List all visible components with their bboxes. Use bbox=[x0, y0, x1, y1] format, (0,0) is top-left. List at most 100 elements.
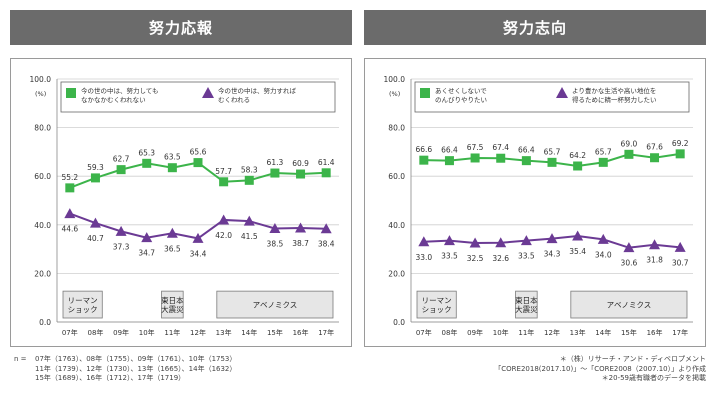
x-tick-label: 14年 bbox=[241, 328, 257, 337]
period-box bbox=[161, 290, 184, 319]
data-point-triangle bbox=[269, 222, 281, 233]
data-point-triangle bbox=[243, 215, 255, 226]
x-tick-label: 07年 bbox=[416, 328, 432, 337]
period-label: 大震災 bbox=[161, 304, 184, 314]
x-tick-label: 15年 bbox=[267, 328, 283, 337]
y-tick-label: 0.0 bbox=[393, 318, 405, 327]
x-tick-label: 12年 bbox=[544, 328, 560, 337]
line-chart: 100.0 80.0 60.0 40.0 20.0 0.0 (%) 07年 08年 09年 10年 1… bbox=[384, 75, 693, 337]
data-label: 34.3 bbox=[544, 250, 561, 259]
data-point-square bbox=[193, 158, 203, 168]
period-box bbox=[515, 290, 538, 319]
y-tick-label: 100.0 bbox=[384, 75, 406, 84]
data-label: 38.4 bbox=[318, 240, 335, 249]
data-label: 35.4 bbox=[569, 247, 586, 256]
data-label: 34.0 bbox=[595, 250, 612, 259]
data-label: 65.3 bbox=[138, 148, 155, 157]
data-point-triangle bbox=[166, 227, 178, 238]
data-label: 67.6 bbox=[646, 143, 663, 152]
data-label: 30.6 bbox=[621, 259, 638, 268]
legend-entry: より豊かな生活や高い地位を bbox=[572, 86, 656, 95]
data-label: 30.7 bbox=[672, 258, 689, 267]
legend-entry: なかなかむくわれない bbox=[81, 96, 146, 104]
data-label: 65.7 bbox=[544, 147, 561, 156]
legend-entry: 今の世の中は、努力すれば bbox=[218, 86, 297, 95]
y-tick-label: 100.0 bbox=[30, 75, 52, 84]
data-point-square bbox=[624, 149, 634, 159]
data-label: 55.2 bbox=[61, 173, 78, 182]
data-point-square bbox=[321, 168, 331, 178]
data-point-triangle bbox=[218, 214, 230, 225]
data-point-square bbox=[270, 168, 280, 178]
data-label: 65.7 bbox=[595, 147, 612, 156]
data-point-triangle bbox=[443, 235, 455, 246]
data-label: 66.4 bbox=[441, 146, 458, 155]
chart-panel-left: 努力応報 100.0 80.0 60.0 40.0 20.0 0.0 (%) 07年 08年 09… bbox=[10, 10, 352, 347]
data-label: 63.5 bbox=[164, 153, 181, 162]
data-point-square bbox=[675, 149, 685, 159]
data-point-square bbox=[116, 165, 126, 175]
period-label: 大震災 bbox=[515, 304, 538, 314]
data-point-square bbox=[598, 157, 608, 167]
sample-size-label: n = bbox=[14, 355, 27, 363]
legend-triangle-marker bbox=[556, 87, 568, 98]
data-label: 42.0 bbox=[215, 231, 232, 240]
data-label: 67.4 bbox=[492, 143, 509, 152]
y-tick-label: 80.0 bbox=[388, 124, 405, 133]
data-label: 61.3 bbox=[267, 158, 284, 167]
x-tick-label: 08年 bbox=[87, 328, 103, 337]
period-label: アベノミクス bbox=[253, 301, 298, 310]
data-label: 34.7 bbox=[138, 249, 155, 258]
y-tick-label: 80.0 bbox=[34, 124, 51, 133]
data-label: 60.9 bbox=[292, 159, 309, 168]
y-tick-label: 0.0 bbox=[39, 318, 51, 327]
footnote-line: 「CORE2018(2017.10)」～「CORE2008（2007.10）」よ… bbox=[494, 364, 706, 373]
data-point-square bbox=[142, 158, 152, 168]
data-point-triangle bbox=[418, 236, 430, 247]
data-point-square bbox=[296, 169, 306, 179]
period-box bbox=[216, 290, 334, 319]
data-label: 66.4 bbox=[518, 146, 535, 155]
data-label: 64.2 bbox=[569, 151, 586, 160]
x-tick-label: 10年 bbox=[493, 328, 509, 337]
data-point-triangle bbox=[64, 208, 76, 219]
data-point-triangle bbox=[469, 237, 481, 248]
data-label: 31.8 bbox=[646, 256, 663, 265]
data-label: 40.7 bbox=[87, 234, 104, 243]
period-box bbox=[570, 290, 688, 319]
data-label: 32.5 bbox=[467, 254, 484, 263]
panel-title: 努力志向 bbox=[364, 10, 706, 45]
period-label: アベノミクス bbox=[607, 301, 652, 310]
data-label: 32.6 bbox=[492, 254, 509, 263]
data-point-square bbox=[90, 173, 100, 183]
period-label: ショック bbox=[422, 305, 452, 314]
chart-frame: 100.0 80.0 60.0 40.0 20.0 0.0 (%) 07年 08年 09年 10年 1… bbox=[364, 58, 706, 347]
data-point-square bbox=[167, 163, 177, 173]
data-label: 38.7 bbox=[292, 239, 309, 248]
y-unit-label: (%) bbox=[389, 90, 400, 98]
data-point-triangle bbox=[320, 223, 332, 234]
y-tick-label: 20.0 bbox=[388, 269, 405, 278]
x-tick-label: 11年 bbox=[164, 328, 180, 337]
data-label: 69.2 bbox=[672, 139, 689, 148]
period-label: リーマン bbox=[68, 296, 98, 305]
y-tick-label: 60.0 bbox=[34, 172, 51, 181]
data-point-triangle bbox=[89, 217, 101, 228]
x-tick-label: 09年 bbox=[113, 328, 129, 337]
data-point-square bbox=[419, 155, 429, 165]
x-tick-label: 12年 bbox=[190, 328, 206, 337]
y-tick-label: 40.0 bbox=[34, 221, 51, 230]
period-label: ショック bbox=[68, 305, 98, 314]
footnote-line: ＊20-59歳有職者のデータを掲載 bbox=[601, 374, 706, 382]
period-label: 東日本 bbox=[161, 295, 184, 305]
data-point-square bbox=[65, 183, 75, 193]
x-tick-label: 09年 bbox=[467, 328, 483, 337]
y-unit-label: (%) bbox=[35, 90, 46, 98]
y-tick-label: 20.0 bbox=[34, 269, 51, 278]
legend-entry: のんびりやりたい bbox=[435, 96, 487, 104]
data-point-square bbox=[650, 153, 660, 163]
legend-square-marker bbox=[420, 88, 430, 98]
legend-entry: 今の世の中は、努力しても bbox=[81, 86, 158, 95]
x-tick-label: 17年 bbox=[318, 328, 334, 337]
data-point-triangle bbox=[520, 235, 532, 246]
